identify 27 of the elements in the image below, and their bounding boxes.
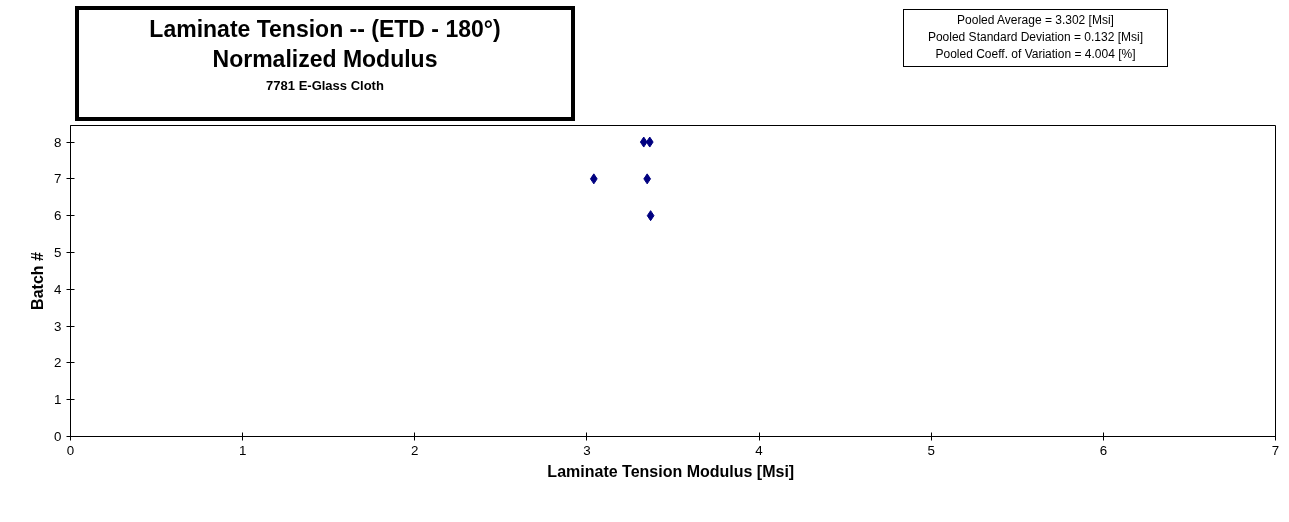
point [645, 136, 654, 148]
y-tick-label: 6 [54, 208, 62, 224]
point [646, 210, 655, 222]
y-tick-label: 2 [54, 355, 62, 371]
x-tick-label: 1 [238, 442, 247, 458]
point [643, 173, 652, 185]
x-tick-label: 2 [411, 442, 419, 458]
point [589, 173, 598, 185]
x-tick-label: 4 [755, 442, 764, 458]
y-tick-label: 7 [54, 171, 62, 187]
x-tick-label: 0 [66, 442, 75, 458]
x-tick-label: 6 [1099, 442, 1108, 458]
y-tick-label: 4 [54, 281, 63, 297]
x-tick-label: 5 [927, 442, 935, 458]
x-axis-title: Laminate Tension Modulus [Msi] [547, 462, 795, 480]
point [639, 136, 648, 148]
y-tick-label: 5 [54, 244, 62, 260]
y-tick-label: 3 [54, 318, 62, 334]
y-tick-label: 0 [54, 429, 62, 444]
chart-subtitle: 7781 E-Glass Cloth [265, 77, 385, 95]
x-tick-label: 7 [1271, 442, 1280, 458]
y-tick-label: 8 [54, 134, 62, 150]
text: Pooled Average = 3.302 [Msi] Pooled Standard Deviation = 0.132 [Msi] Pooled Coeff. of Variation = 4.004 [%] [927, 12, 1144, 63]
y-axis-title: Batch # [29, 252, 47, 310]
x-tick-label: 3 [583, 442, 591, 458]
y-tick-label: 1 [54, 392, 62, 408]
chart-title: Laminate Tension -- (ETD - 180°) Normalized Modulus [149, 15, 501, 74]
